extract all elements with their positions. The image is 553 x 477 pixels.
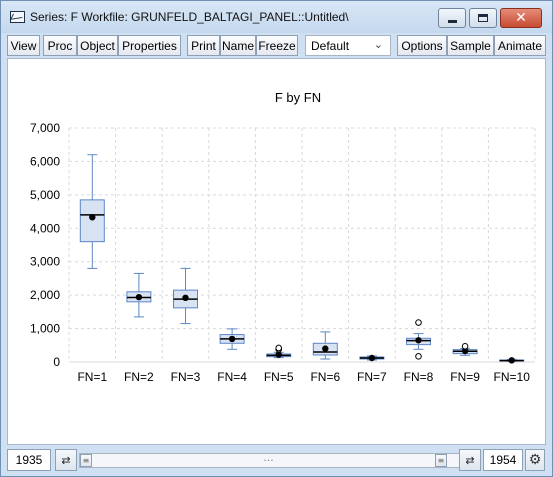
scroll-thumb-left[interactable]: ≡: [80, 454, 92, 467]
outlier-point: [415, 319, 422, 326]
sample-start[interactable]: 1935: [7, 449, 51, 471]
scroll-center-grip: …: [263, 452, 274, 464]
print-button[interactable]: Print: [187, 35, 220, 56]
x-tick-label: FN=4: [217, 370, 247, 384]
box-mean-point: [368, 354, 376, 362]
box-mean-point: [135, 293, 143, 301]
box-mean-point: [89, 214, 96, 221]
name-button[interactable]: Name: [220, 35, 256, 56]
scroll-left-icon[interactable]: ⇄: [55, 449, 77, 471]
freeze-button[interactable]: Freeze: [256, 35, 298, 56]
sample-end[interactable]: 1954: [483, 449, 523, 471]
x-tick-label: FN=8: [404, 370, 434, 384]
minimize-icon: [447, 19, 457, 23]
sample-scroll-track[interactable]: ≡ … ≡: [79, 452, 461, 468]
y-tick-label: 6,000: [30, 154, 60, 168]
box-mean-point: [228, 335, 236, 343]
toolbar: View Proc Object Properties Print Name F…: [7, 35, 546, 57]
x-tick-label: FN=10: [494, 370, 531, 384]
y-tick-label: 4,000: [30, 221, 60, 235]
box-mean-point: [322, 345, 329, 352]
box-iqr: [79, 199, 105, 243]
graph-area[interactable]: F by FN 0 1,000 2,000 3,000 4,000 5,000 6,000 7,…: [7, 58, 546, 445]
y-tick-label: 3,000: [30, 255, 60, 269]
x-tick-label: FN=6: [310, 370, 340, 384]
y-tick-label: 7,000: [30, 121, 60, 135]
y-tick-label: 0: [53, 355, 60, 369]
scroll-right-icon[interactable]: ⇄: [459, 449, 481, 471]
box-mean-point: [508, 357, 515, 364]
y-tick-label: 2,000: [30, 288, 60, 302]
graph-window-icon: [10, 11, 25, 23]
chevron-down-icon: ⌄: [373, 38, 383, 51]
chart-title: F by FN: [275, 90, 321, 105]
x-tick-label: FN=1: [77, 370, 107, 384]
window-title: Series: F Workfile: GRUNFELD_BALTAGI_PAN…: [30, 10, 349, 24]
gear-icon[interactable]: ⚙: [525, 449, 545, 471]
sample-button[interactable]: Sample: [447, 35, 494, 56]
box-mean-point: [415, 337, 422, 344]
options-button[interactable]: Options: [397, 35, 447, 56]
x-tick-label: FN=7: [357, 370, 387, 384]
minimize-button[interactable]: [438, 8, 466, 28]
box-mean-point: [461, 347, 469, 355]
x-tick-label: FN=5: [264, 370, 294, 384]
x-tick-label: FN=9: [450, 370, 480, 384]
dropdown-value: Default: [311, 38, 350, 53]
outlier-point: [461, 342, 469, 350]
sample-range-bar: 1935 ⇄ ≡ … ≡ ⇄ 1954 ⚙: [7, 447, 546, 473]
box-mean-point: [275, 351, 282, 358]
y-tick-label: 1,000: [30, 322, 60, 336]
y-tick-label: 5,000: [30, 188, 60, 202]
box-mean-point: [182, 294, 189, 302]
x-tick-label: FN=3: [171, 370, 201, 384]
object-button[interactable]: Object: [77, 35, 118, 56]
proc-button[interactable]: Proc: [43, 35, 77, 56]
x-tick-label: FN=2: [124, 370, 154, 384]
close-button[interactable]: ✕: [500, 8, 542, 28]
animate-button[interactable]: Animate: [494, 35, 546, 56]
properties-button[interactable]: Properties: [118, 35, 181, 56]
close-icon: ✕: [515, 10, 527, 26]
view-mode-dropdown[interactable]: Default ⌄: [305, 35, 391, 56]
outlier-point: [415, 353, 422, 360]
scroll-thumb-right[interactable]: ≡: [435, 454, 447, 467]
title-bar[interactable]: Series: F Workfile: GRUNFELD_BALTAGI_PAN…: [1, 1, 552, 33]
outlier-point: [275, 344, 283, 352]
boxplot-chart: F by FN 0 1,000 2,000 3,000 4,000 5,000 6,000 7,…: [30, 90, 536, 384]
view-button[interactable]: View: [7, 35, 40, 56]
maximize-icon: [478, 14, 488, 22]
maximize-button[interactable]: [469, 8, 497, 28]
